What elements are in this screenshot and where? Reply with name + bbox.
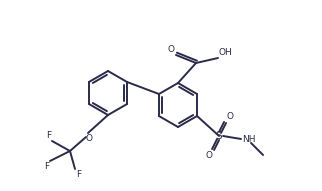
Text: F: F <box>46 131 51 140</box>
Text: NH: NH <box>242 135 256 145</box>
Text: O: O <box>168 45 175 54</box>
Text: O: O <box>86 134 92 143</box>
Text: OH: OH <box>219 48 233 57</box>
Text: O: O <box>226 112 233 121</box>
Text: F: F <box>44 162 49 171</box>
Text: S: S <box>216 131 223 141</box>
Text: O: O <box>205 151 212 160</box>
Text: F: F <box>76 170 81 179</box>
